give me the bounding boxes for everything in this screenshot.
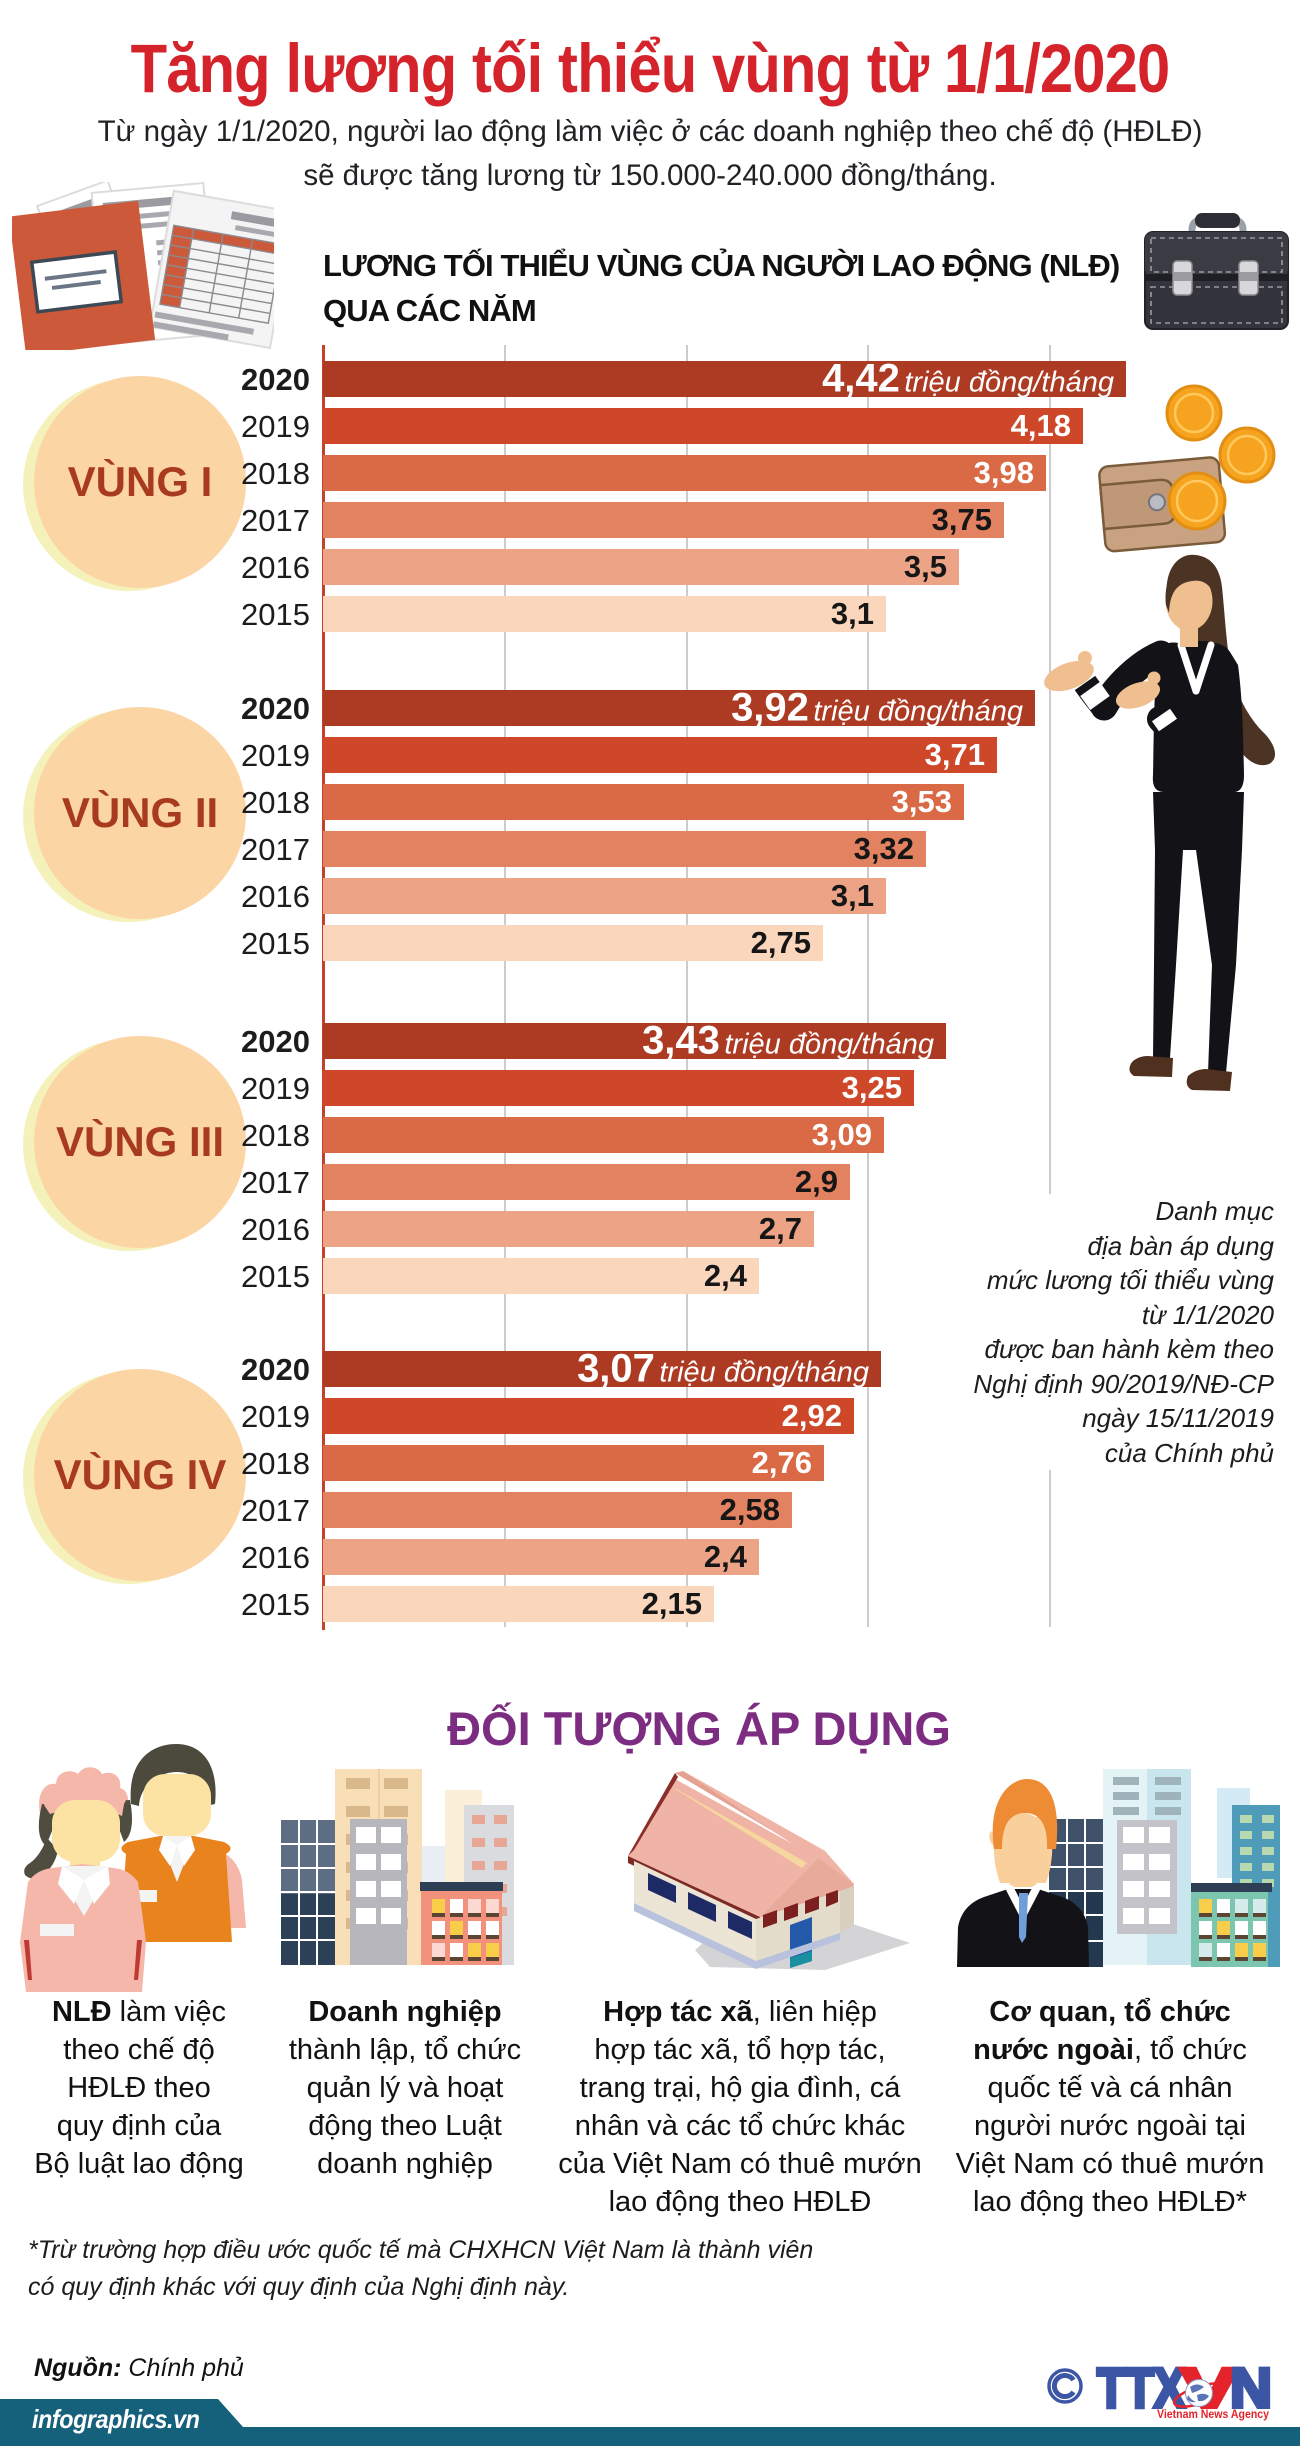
svg-text:Vietnam News Agency: Vietnam News Agency xyxy=(1157,2407,1269,2421)
svg-text:N: N xyxy=(1230,2360,1272,2419)
svg-text:TTX: TTX xyxy=(1097,2360,1185,2419)
